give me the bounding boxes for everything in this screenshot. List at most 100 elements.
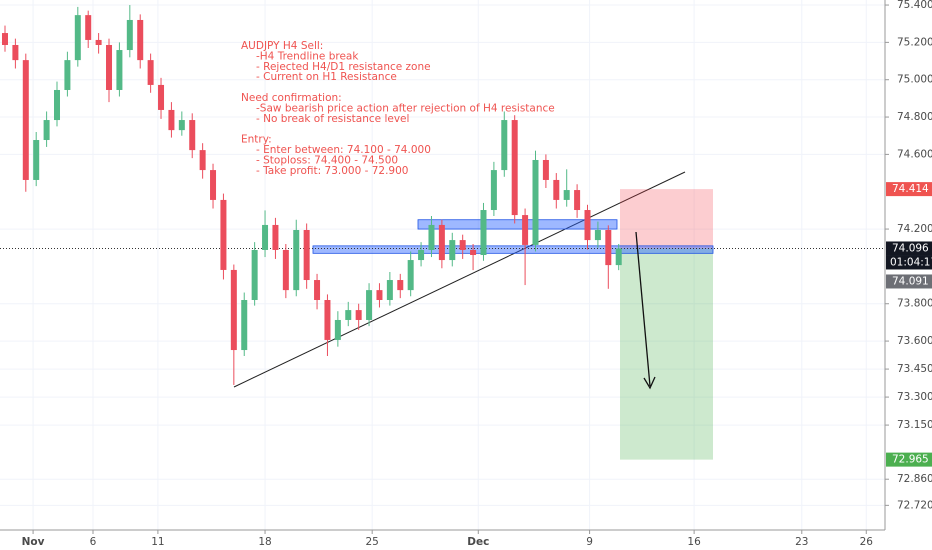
candle-body bbox=[366, 290, 373, 320]
candle-body bbox=[210, 170, 217, 200]
candle-body bbox=[397, 280, 404, 291]
candle-body bbox=[168, 109, 175, 131]
candle-body bbox=[574, 190, 581, 211]
candle-body bbox=[126, 19, 133, 51]
candle-body bbox=[262, 224, 269, 250]
note-item: - Take profit: 73.000 - 72.900 bbox=[256, 165, 408, 177]
x-tick-label: 6 bbox=[90, 536, 97, 548]
candle-body bbox=[106, 44, 113, 90]
y-tick-label: 75.200 bbox=[897, 36, 932, 48]
y-tick-label: 74.200 bbox=[897, 223, 932, 235]
candle-body bbox=[522, 215, 529, 245]
countdown: 01:04:17 bbox=[890, 256, 932, 268]
stop-label-box bbox=[886, 182, 932, 197]
candle-body bbox=[147, 60, 154, 85]
y-tick-label: 74.600 bbox=[897, 148, 932, 160]
y-tick-label: 72.860 bbox=[897, 473, 932, 485]
x-tick-label: 9 bbox=[586, 536, 593, 548]
candle-body bbox=[490, 170, 497, 211]
candle-body bbox=[615, 248, 622, 266]
bid-label: 74.091 bbox=[892, 275, 929, 287]
y-tick-label: 73.600 bbox=[897, 335, 932, 347]
candle-body bbox=[95, 39, 102, 45]
candle-body bbox=[116, 50, 123, 90]
candle-body bbox=[449, 240, 456, 261]
x-tick-label: Dec bbox=[467, 536, 489, 548]
candle-body bbox=[282, 249, 289, 291]
target-label: 72.965 bbox=[892, 454, 929, 466]
trendline bbox=[233, 171, 686, 388]
candle-body bbox=[418, 249, 425, 261]
candle-body bbox=[355, 310, 362, 320]
candle-body bbox=[189, 120, 196, 151]
candle-body bbox=[199, 150, 206, 171]
note-heading: AUDJPY H4 Sell: bbox=[241, 40, 323, 52]
candle-body bbox=[438, 224, 445, 261]
y-tick-label: 75.400 bbox=[897, 0, 932, 11]
note-heading: Entry: bbox=[241, 134, 272, 146]
bid-box bbox=[886, 274, 932, 289]
x-tick-label: 25 bbox=[365, 536, 378, 548]
candle-body bbox=[293, 229, 300, 291]
candle-body bbox=[334, 319, 341, 340]
y-tick-label: 73.300 bbox=[897, 391, 932, 403]
candle-body bbox=[158, 84, 165, 110]
candle-body bbox=[303, 229, 310, 281]
stop-zone bbox=[620, 189, 713, 249]
candle-body bbox=[407, 260, 414, 291]
overlay bbox=[635, 231, 656, 390]
candle-body bbox=[272, 224, 279, 250]
countdown-box bbox=[886, 255, 932, 270]
x-tick-label: 23 bbox=[795, 536, 808, 548]
candle-body bbox=[33, 140, 40, 180]
candle-body bbox=[605, 229, 612, 266]
candle-body bbox=[594, 229, 601, 241]
note-item: -H4 Trendline break bbox=[256, 50, 359, 62]
candle-body bbox=[230, 269, 237, 351]
resistance-zone bbox=[312, 245, 714, 254]
candle-body bbox=[1, 33, 8, 45]
x-tick-label: 16 bbox=[687, 536, 701, 548]
candle-body bbox=[553, 179, 560, 200]
candle-body bbox=[324, 300, 331, 340]
arrow-shaft bbox=[635, 231, 651, 387]
candle-body bbox=[251, 249, 258, 301]
candle-body bbox=[376, 290, 383, 301]
candle-body bbox=[532, 159, 539, 245]
candle-body bbox=[470, 249, 477, 256]
candle-body bbox=[459, 240, 466, 250]
arrow-head bbox=[643, 376, 656, 390]
candle-body bbox=[85, 15, 92, 40]
candle-body bbox=[428, 224, 435, 250]
x-tick-label: 11 bbox=[151, 536, 164, 548]
x-tick-label: 26 bbox=[860, 536, 874, 548]
candle-body bbox=[64, 60, 71, 90]
x-tick-label: 18 bbox=[258, 536, 271, 548]
candle-body bbox=[43, 120, 50, 141]
y-tick-label: 73.150 bbox=[897, 419, 932, 431]
drawings bbox=[0, 171, 885, 460]
y-tick-label: 73.800 bbox=[897, 298, 932, 310]
note-item: - Enter between: 74.100 - 74.000 bbox=[256, 144, 431, 156]
candle-body bbox=[241, 300, 248, 351]
candle-body bbox=[480, 210, 487, 256]
resistance-zone bbox=[417, 219, 618, 230]
candle-body bbox=[501, 120, 508, 171]
candle-body bbox=[386, 280, 393, 301]
candle-body bbox=[137, 19, 144, 61]
candle-body bbox=[563, 190, 570, 200]
stop-label: 74.414 bbox=[892, 183, 929, 195]
last-price-label: 74.096 bbox=[892, 242, 929, 254]
y-tick-label: 74.800 bbox=[897, 111, 932, 123]
candle-body bbox=[314, 280, 321, 301]
target-zone bbox=[620, 248, 713, 460]
note-item: - No break of resistance level bbox=[256, 113, 409, 125]
note-heading: Need confirmation: bbox=[241, 92, 342, 104]
candle-body bbox=[178, 120, 185, 131]
note-item: - Stoploss: 74.400 - 74.500 bbox=[256, 154, 398, 166]
y-tick-label: 72.720 bbox=[897, 499, 932, 511]
candle-body bbox=[74, 15, 81, 61]
candle-body bbox=[542, 159, 549, 180]
y-tick-label: 73.450 bbox=[897, 363, 932, 375]
